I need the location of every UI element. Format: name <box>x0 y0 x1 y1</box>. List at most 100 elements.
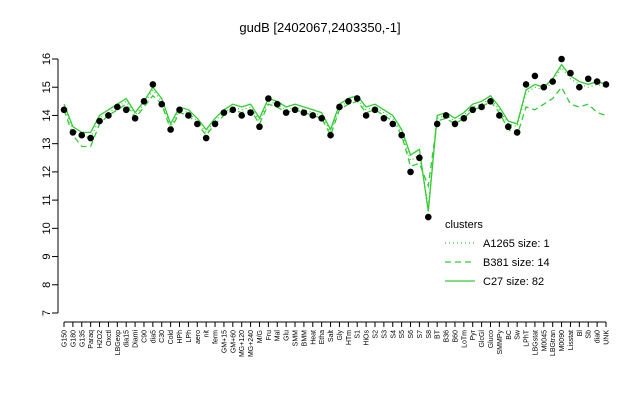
x-tick-label: Glu <box>284 330 291 341</box>
data-point <box>345 98 352 105</box>
data-point <box>531 72 539 80</box>
x-tick-label: S3 <box>381 330 388 339</box>
x-tick-label: S1 <box>355 330 362 339</box>
legend-label: C27 size: 82 <box>483 276 544 288</box>
x-tick-label: Cold <box>168 330 175 345</box>
x-tick-label: LBGexp <box>115 330 122 355</box>
x-tick-label: G135 <box>79 330 86 347</box>
data-point <box>300 109 308 116</box>
x-tick-label: Paraq <box>88 330 95 349</box>
y-tick-label: 12 <box>41 166 53 178</box>
data-point <box>167 126 174 133</box>
x-tick-label: dia15 <box>124 330 131 347</box>
data-point <box>202 134 210 142</box>
data-point <box>487 98 494 105</box>
data-point <box>362 112 370 119</box>
x-tick-label: LBGtran <box>550 330 557 356</box>
data-point <box>211 120 219 128</box>
data-point <box>478 103 485 111</box>
data-point <box>540 83 548 91</box>
data-point <box>424 213 432 221</box>
data-point <box>584 75 592 83</box>
x-tick-label: M/G <box>257 330 264 343</box>
data-point <box>433 120 441 128</box>
y-tick-label: 10 <box>41 222 53 234</box>
x-tick-label: LPhT <box>524 329 531 346</box>
x-tick-label: nit <box>204 330 211 337</box>
x-tick-label: Diami <box>133 330 140 348</box>
data-point <box>229 106 237 114</box>
data-point <box>158 100 166 108</box>
data-point <box>353 95 361 102</box>
x-tick-label: C30 <box>159 330 166 343</box>
x-tick-label: S7 <box>417 330 424 339</box>
data-point <box>336 103 343 111</box>
data-point <box>504 123 512 131</box>
data-point <box>96 117 103 125</box>
x-tick-label: GlcGl <box>479 330 486 348</box>
x-tick-label: S6 <box>408 330 415 339</box>
data-point <box>256 123 263 131</box>
data-point <box>220 109 228 116</box>
x-tick-label: dia5 <box>150 330 157 343</box>
data-point <box>469 106 477 114</box>
data-point <box>602 81 610 88</box>
data-point <box>309 112 317 119</box>
x-tick-label: Etha <box>319 330 326 345</box>
x-tick-label: BT <box>435 329 442 339</box>
x-tick-label: S8 <box>426 330 433 339</box>
data-point <box>549 78 556 85</box>
y-tick-label: 11 <box>41 194 53 205</box>
data-point <box>78 131 86 139</box>
x-tick-label: BC <box>506 330 513 340</box>
x-tick-label: Heat <box>310 330 317 345</box>
data-point <box>567 69 574 77</box>
data-point <box>380 114 388 122</box>
x-tick-label: H2O2 <box>97 330 104 348</box>
data-point <box>371 106 379 114</box>
x-tick-label: Fru <box>266 330 273 341</box>
x-tick-label: LBGstat <box>532 330 539 355</box>
data-point <box>442 112 450 119</box>
data-point <box>416 154 423 162</box>
data-point <box>87 134 94 142</box>
x-tick-label: Mal <box>275 330 282 342</box>
x-tick-label: Gly <box>337 330 344 341</box>
y-tick-label: 14 <box>41 109 53 121</box>
legend-label: A1265 size: 1 <box>483 238 550 250</box>
x-tick-label: Oxctl <box>106 330 113 346</box>
data-point <box>122 106 130 114</box>
legend-title: clusters <box>445 219 483 231</box>
data-point <box>513 129 521 136</box>
data-point <box>522 81 530 88</box>
x-tick-label: Sw <box>515 329 522 340</box>
data-point <box>265 95 272 102</box>
x-tick-label: Salt <box>328 330 335 342</box>
x-tick-label: MG+120 <box>239 330 246 357</box>
data-point <box>247 109 254 116</box>
data-point <box>558 55 565 63</box>
legend-label: B381 size: 14 <box>483 257 550 269</box>
x-tick-label: dia0 <box>595 330 602 343</box>
x-tick-label: Sb <box>586 330 593 339</box>
x-tick-label: S2 <box>372 330 379 339</box>
data-point <box>593 78 601 85</box>
x-tick-label: HPh <box>177 330 184 344</box>
data-point <box>140 98 148 105</box>
x-tick-label: aero <box>195 330 202 344</box>
x-tick-label: M0045 <box>541 330 548 352</box>
x-tick-label: MG+240 <box>248 330 255 357</box>
x-tick-label: ferm <box>213 330 220 344</box>
x-tick-label: S5 <box>399 330 406 339</box>
x-tick-label: LoTm <box>461 330 468 348</box>
data-point <box>238 112 246 119</box>
x-tick-label: HTm <box>346 330 353 345</box>
y-tick-label: 8 <box>41 282 53 288</box>
series-line <box>63 66 607 206</box>
x-tick-label: S4 <box>390 330 397 339</box>
data-point <box>185 112 192 119</box>
data-point <box>318 114 325 122</box>
chart-title: gudB [2402067,2403350,-1] <box>239 20 400 35</box>
